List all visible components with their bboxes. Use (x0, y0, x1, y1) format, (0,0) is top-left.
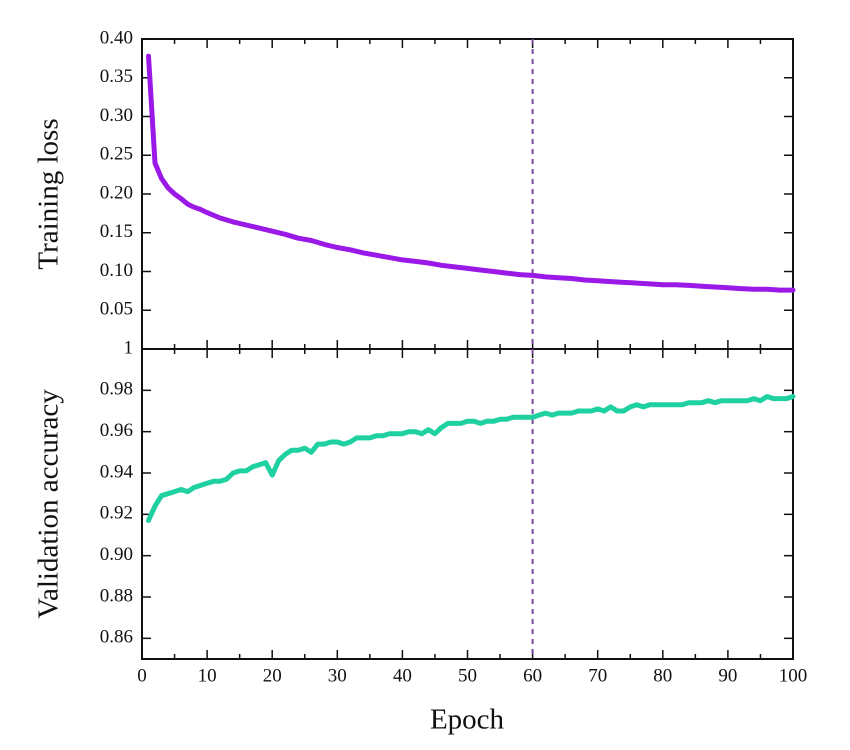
training-loss-frame (141, 38, 794, 350)
training-loss-y-tick-label: 0.35 (100, 66, 133, 87)
training-loss-y-tick-label: 0.40 (100, 27, 133, 48)
validation-accuracy-y-tick-label: 0.96 (100, 420, 133, 441)
x-tick-label: 20 (263, 665, 282, 686)
x-tick-label: 0 (137, 665, 147, 686)
x-tick-label: 40 (393, 665, 412, 686)
validation-accuracy-y-tick-label: 1 (124, 337, 134, 358)
validation-accuracy-y-tick-label: 0.90 (100, 544, 133, 565)
x-tick-label: 60 (523, 665, 542, 686)
training-loss-y-axis-label: Training loss (33, 118, 65, 269)
x-tick-label: 50 (458, 665, 477, 686)
x-tick-label: 30 (328, 665, 347, 686)
validation-accuracy-frame (141, 348, 794, 660)
validation-accuracy-y-tick-label: 0.92 (100, 503, 133, 524)
training-loss-y-tick-label: 0.30 (100, 105, 133, 126)
training-loss-ticks: 0.05 0.10 0.15 0.20 0.25 0.30 0.35 0.40 (100, 27, 794, 349)
training-loss-panel: 0.05 0.10 0.15 0.20 0.25 0.30 0.35 0.40 Trainin… (33, 27, 796, 350)
validation-accuracy-y-tick-label: 0.86 (100, 627, 133, 648)
x-tick-label: 10 (198, 665, 217, 686)
validation-accuracy-y-axis-label: Validation accuracy (33, 389, 65, 619)
training-loss-y-tick-label: 0.05 (100, 299, 133, 320)
validation-accuracy-line (146, 394, 796, 523)
x-axis-label: Epoch (430, 704, 505, 736)
validation-accuracy-y-tick-label: 0.88 (100, 585, 133, 606)
validation-accuracy-y-tick-label: 0.98 (100, 379, 133, 400)
x-tick-label: 80 (653, 665, 672, 686)
training-loss-line (146, 53, 796, 293)
x-tick-label: 70 (588, 665, 607, 686)
training-loss-y-tick-label: 0.20 (100, 182, 133, 203)
training-loss-y-tick-label: 0.10 (100, 260, 133, 281)
validation-accuracy-y-tick-label: 0.94 (100, 461, 134, 482)
training-loss-y-tick-label: 0.25 (100, 144, 133, 165)
training-loss-y-tick-label: 0.15 (100, 221, 133, 242)
x-tick-label: 90 (718, 665, 737, 686)
x-tick-label: 100 (779, 665, 808, 686)
